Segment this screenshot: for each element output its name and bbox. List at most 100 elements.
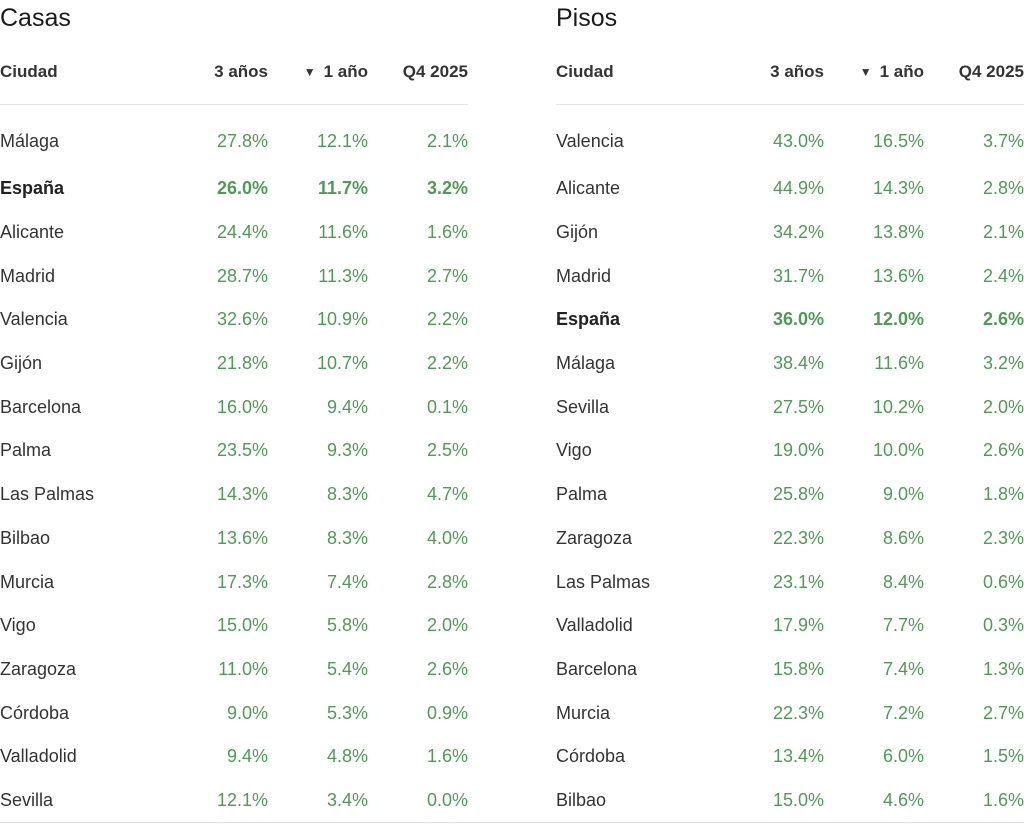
cell-q4-2025: 2.0% — [426, 615, 468, 636]
cell-1-ano: 4.6% — [882, 789, 924, 810]
cell-ciudad: Palma — [0, 440, 52, 461]
column-header-1-ano[interactable]: ▼ 1 año — [824, 40, 924, 105]
column-header-ciudad[interactable]: Ciudad — [0, 40, 180, 105]
cell-1-ano: 11.7% — [317, 178, 368, 199]
cell-1-ano: 8.6% — [882, 527, 924, 548]
column-header-q4-2025[interactable]: Q4 2025 — [368, 40, 468, 105]
cell-1-ano: 6.0% — [882, 746, 924, 767]
cell-ciudad: Córdoba — [556, 746, 626, 767]
cell-ciudad: Murcia — [556, 702, 611, 723]
cell-q4-2025: 0.1% — [426, 396, 468, 417]
cell-ciudad: Zaragoza — [556, 527, 633, 548]
cell-3-anos: 9.4% — [226, 746, 268, 767]
table-row: Vigo 15.0% 5.8% 2.0% — [0, 604, 468, 648]
table-row: Gijón 34.2% 13.8% 2.1% — [556, 211, 1024, 255]
cell-3-anos: 44.9% — [772, 178, 824, 199]
table-row: Málaga 38.4% 11.6% 3.2% — [556, 342, 1024, 386]
bottom-divider — [0, 822, 1024, 823]
cell-ciudad: Sevilla — [556, 396, 610, 417]
cell-1-ano: 9.4% — [326, 396, 368, 417]
cell-q4-2025: 2.7% — [982, 702, 1024, 723]
casas-title: Casas — [0, 4, 71, 32]
column-header-3-anos[interactable]: 3 años — [736, 40, 824, 105]
cell-3-anos: 43.0% — [772, 130, 824, 151]
cell-ciudad: Gijón — [556, 222, 599, 243]
column-header-3-anos[interactable]: 3 años — [180, 40, 268, 105]
cell-3-anos: 9.0% — [226, 702, 268, 723]
cell-1-ano: 13.6% — [872, 265, 924, 286]
cell-q4-2025: 2.4% — [982, 265, 1024, 286]
cell-q4-2025: 1.6% — [982, 789, 1024, 810]
casas-panel: Casas Ciudad 3 años ▼ 1 año Q4 2025 Málag… — [0, 0, 468, 822]
cell-3-anos: 22.3% — [772, 527, 824, 548]
cell-ciudad: Palma — [556, 484, 608, 505]
cell-3-anos: 16.0% — [216, 396, 268, 417]
table-row: Madrid 28.7% 11.3% 2.7% — [0, 254, 468, 298]
cell-ciudad: Murcia — [0, 571, 55, 592]
cell-1-ano: 16.5% — [872, 130, 924, 151]
cell-ciudad: Alicante — [0, 222, 65, 243]
cell-q4-2025: 4.0% — [426, 527, 468, 548]
pisos-table: Ciudad 3 años ▼ 1 año Q4 2025 Valencia 43.… — [556, 40, 1024, 822]
cell-1-ano: 8.3% — [326, 484, 368, 505]
pisos-title: Pisos — [556, 4, 618, 32]
cell-1-ano: 9.3% — [326, 440, 368, 461]
cell-1-ano: 5.3% — [326, 702, 368, 723]
cell-1-ano: 10.0% — [872, 440, 924, 461]
cell-ciudad: Bilbao — [0, 527, 51, 548]
table-header-row: Ciudad 3 años ▼ 1 año Q4 2025 — [556, 40, 1024, 105]
cell-3-anos: 17.3% — [216, 571, 268, 592]
cell-ciudad: Valladolid — [0, 746, 77, 767]
cell-q4-2025: 2.0% — [982, 396, 1024, 417]
cell-q4-2025: 1.6% — [426, 746, 468, 767]
cell-1-ano: 12.0% — [872, 309, 924, 330]
cell-ciudad: Málaga — [0, 130, 60, 151]
cell-q4-2025: 2.6% — [426, 658, 468, 679]
cell-q4-2025: 2.8% — [426, 571, 468, 592]
table-row: Murcia 17.3% 7.4% 2.8% — [0, 560, 468, 604]
table-row: Palma 25.8% 9.0% 1.8% — [556, 473, 1024, 517]
cell-1-ano: 9.0% — [882, 484, 924, 505]
column-header-label: 1 año — [323, 62, 368, 81]
cell-q4-2025: 1.8% — [982, 484, 1024, 505]
cell-3-anos: 11.0% — [218, 658, 268, 679]
cell-1-ano: 11.6% — [874, 353, 924, 374]
cell-3-anos: 22.3% — [772, 702, 824, 723]
cell-q4-2025: 4.7% — [426, 484, 468, 505]
table-row: Barcelona 16.0% 9.4% 0.1% — [0, 385, 468, 429]
cell-q4-2025: 2.5% — [426, 440, 468, 461]
column-header-q4-2025[interactable]: Q4 2025 — [924, 40, 1024, 105]
cell-q4-2025: 1.3% — [982, 658, 1024, 679]
table-row: Bilbao 13.6% 8.3% 4.0% — [0, 517, 468, 561]
cell-1-ano: 11.3% — [318, 265, 368, 286]
cell-ciudad: Madrid — [556, 265, 612, 286]
cell-q4-2025: 2.1% — [426, 130, 468, 151]
cell-ciudad: Bilbao — [556, 789, 607, 810]
cell-q4-2025: 2.8% — [982, 178, 1024, 199]
cell-ciudad: Gijón — [0, 353, 43, 374]
cell-q4-2025: 0.0% — [426, 789, 468, 810]
cell-ciudad: Córdoba — [0, 702, 70, 723]
cell-q4-2025: 2.6% — [982, 440, 1024, 461]
cell-3-anos: 25.8% — [772, 484, 824, 505]
cell-ciudad: Barcelona — [556, 658, 638, 679]
column-header-ciudad[interactable]: Ciudad — [556, 40, 736, 105]
cell-ciudad: Las Palmas — [556, 571, 651, 592]
cell-3-anos: 26.0% — [216, 178, 268, 199]
table-row: Córdoba 9.0% 5.3% 0.9% — [0, 691, 468, 735]
cell-q4-2025: 2.2% — [426, 353, 468, 374]
cell-q4-2025: 2.2% — [426, 309, 468, 330]
cell-1-ano: 10.9% — [316, 309, 368, 330]
column-header-1-ano[interactable]: ▼ 1 año — [268, 40, 368, 105]
cell-1-ano: 10.2% — [872, 396, 924, 417]
table-row: Valladolid 17.9% 7.7% 0.3% — [556, 604, 1024, 648]
cell-1-ano: 7.7% — [882, 615, 924, 636]
cell-q4-2025: 0.3% — [982, 615, 1024, 636]
cell-3-anos: 15.0% — [216, 615, 268, 636]
cell-q4-2025: 2.7% — [426, 265, 468, 286]
table-row: Alicante 24.4% 11.6% 1.6% — [0, 211, 468, 255]
table-row: Zaragoza 22.3% 8.6% 2.3% — [556, 517, 1024, 561]
table-row: España 36.0% 12.0% 2.6% — [556, 298, 1024, 342]
table-row: Sevilla 12.1% 3.4% 0.0% — [0, 779, 468, 823]
cell-q4-2025: 3.2% — [426, 178, 468, 199]
